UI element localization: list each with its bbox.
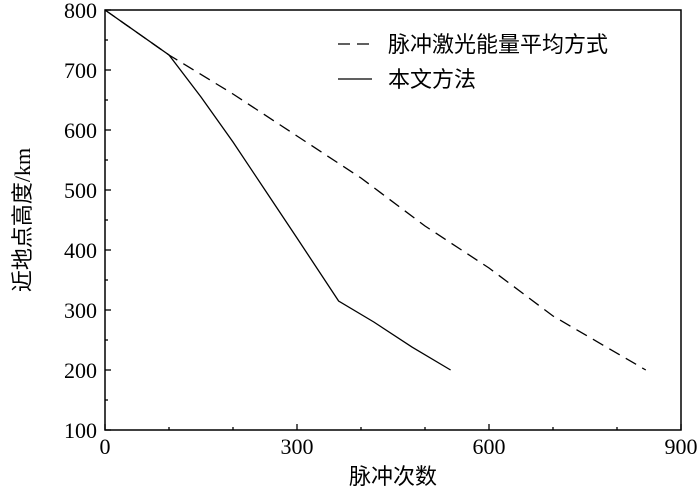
series-line-0 <box>104 9 647 371</box>
y-axis-title: 近地点高度/km <box>10 148 35 292</box>
y-tick-label: 100 <box>64 418 97 443</box>
y-tick-label: 200 <box>64 358 97 383</box>
x-tick-label: 300 <box>281 434 314 459</box>
legend-label-0: 脉冲激光能量平均方式 <box>388 32 608 57</box>
ticks-layer: 100 200 300 400 500 600 700 800 0 300 600 900 <box>64 0 698 459</box>
plot-frame <box>104 9 682 431</box>
y-tick-label: 300 <box>64 298 97 323</box>
y-tick-label: 400 <box>64 238 97 263</box>
series-layer <box>104 9 647 371</box>
y-tick-label: 700 <box>64 58 97 83</box>
x-axis-title: 脉冲次数 <box>349 464 437 489</box>
series-line-1 <box>104 9 451 371</box>
y-tick-label: 500 <box>64 178 97 203</box>
x-tick-label: 0 <box>100 434 111 459</box>
legend-label-1: 本文方法 <box>388 67 476 92</box>
x-tick-label: 900 <box>665 434 698 459</box>
y-tick-label: 800 <box>64 0 97 23</box>
y-tick-label: 600 <box>64 118 97 143</box>
x-tick-label: 600 <box>473 434 506 459</box>
